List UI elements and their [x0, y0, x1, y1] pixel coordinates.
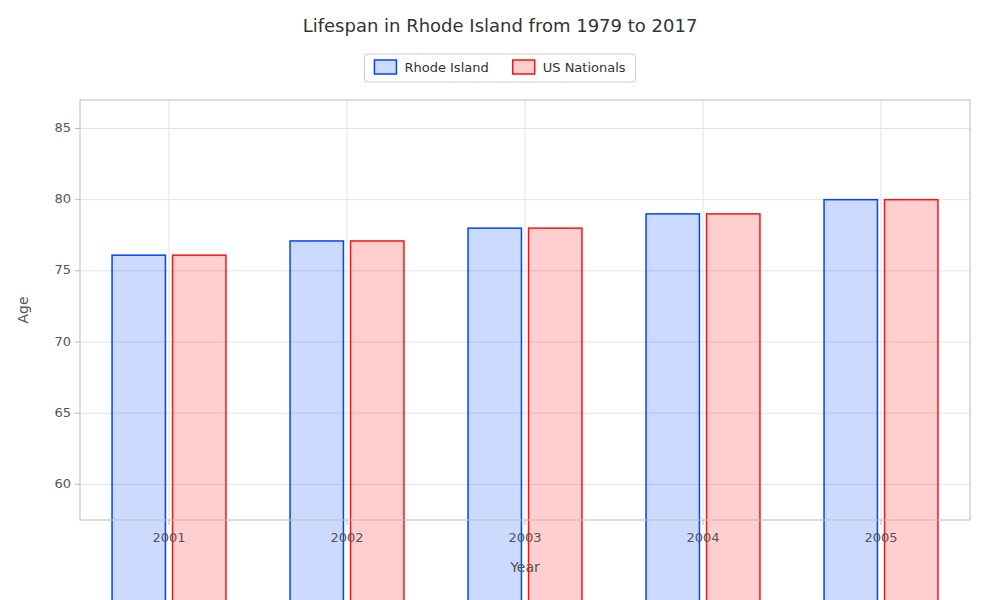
tick-label: 2001 [152, 530, 185, 545]
bar [173, 255, 226, 600]
tick [169, 520, 170, 525]
legend-item: US Nationals [513, 60, 626, 75]
chart: 60 65 70 75 80 85 2001 2002 2003 2004 2005 Year Age L… [0, 0, 1000, 600]
tick-label: 65 [54, 405, 71, 420]
tick-label: 2004 [686, 530, 719, 545]
grid-line [881, 100, 882, 520]
tick-label: 80 [54, 191, 71, 206]
tick [75, 342, 80, 343]
grid-line [525, 100, 526, 520]
legend: Rhode Island US Nationals [364, 54, 635, 82]
tick [75, 413, 80, 414]
legend-item: Rhode Island [374, 60, 488, 75]
tick-label: 2002 [330, 530, 363, 545]
legend-swatch [513, 60, 535, 74]
grid-line [703, 100, 704, 520]
legend-swatch [374, 60, 396, 74]
tick [703, 520, 704, 525]
tick-label: 70 [54, 334, 71, 349]
tick [75, 484, 80, 485]
bar [112, 255, 165, 600]
tick [75, 270, 80, 271]
title: Lifespan in Rhode Island from 1979 to 20… [303, 15, 698, 36]
tick-label: 60 [54, 476, 71, 491]
tick-label: 2005 [864, 530, 897, 545]
tick [75, 128, 80, 129]
bar [351, 241, 404, 600]
tick-label: 85 [54, 120, 71, 135]
tick-label: 75 [54, 262, 71, 277]
tick-label: 2003 [508, 530, 541, 545]
axis-label: Age [15, 296, 31, 323]
plot-frame [80, 100, 970, 520]
tick [75, 199, 80, 200]
legend-label: US Nationals [543, 60, 626, 75]
grid-line [169, 100, 170, 520]
axis-label: Year [509, 559, 540, 575]
tick [881, 520, 882, 525]
tick [525, 520, 526, 525]
tick [347, 520, 348, 525]
legend-label: Rhode Island [404, 60, 488, 75]
legend-box [364, 54, 635, 82]
bar [290, 241, 343, 600]
grid-line [347, 100, 348, 520]
